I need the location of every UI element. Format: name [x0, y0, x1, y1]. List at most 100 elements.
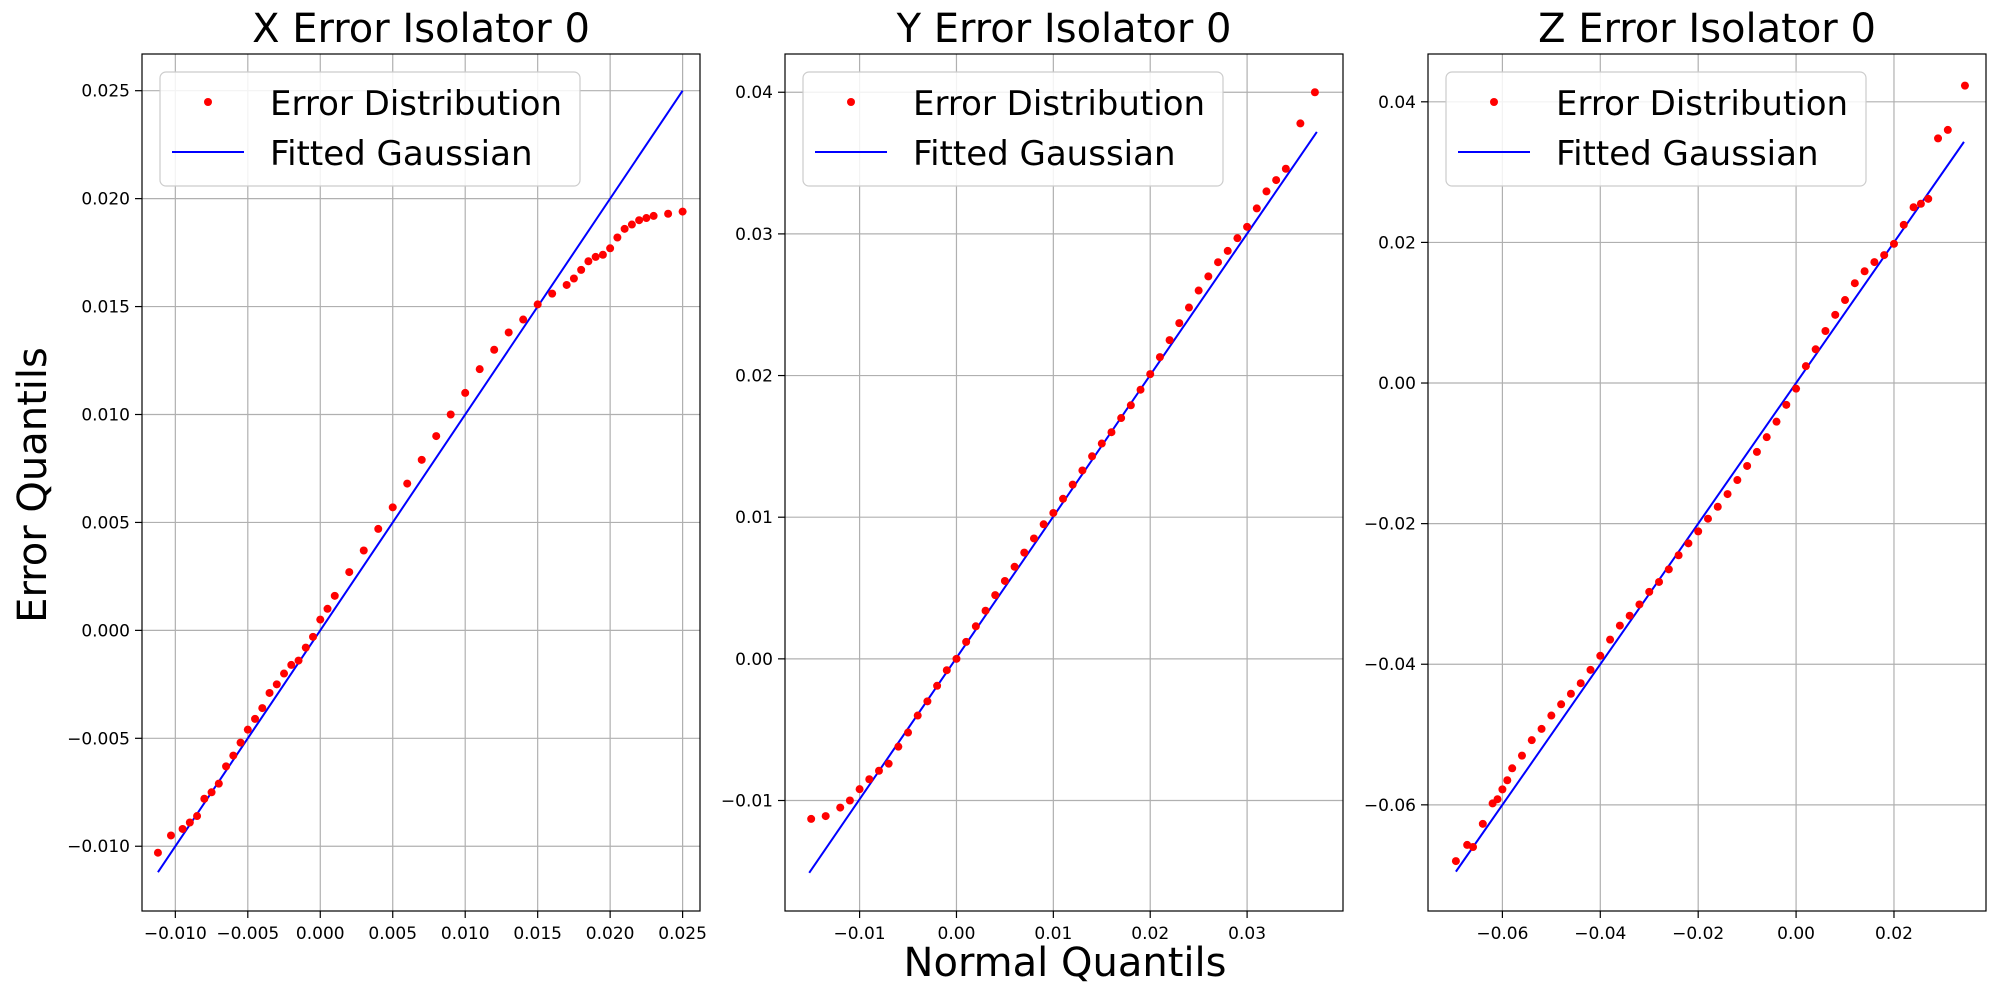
x-x-tick-label: 0.025 — [658, 924, 707, 944]
y-error-point — [1194, 286, 1203, 295]
z-error-point — [1586, 665, 1595, 674]
x-error-point — [287, 660, 296, 669]
x-legend-point-marker — [204, 98, 212, 106]
z-legend-box — [1445, 71, 1867, 187]
z-error-point — [1870, 258, 1879, 267]
x-y-tick-label: 0.010 — [81, 406, 130, 426]
y-error-point — [1281, 164, 1290, 173]
x-error-point — [598, 250, 607, 259]
x-error-point — [649, 211, 658, 220]
y-y-tick-label: 0.00 — [735, 650, 773, 670]
z-error-point — [1713, 502, 1722, 511]
z-y-tick-label: 0.00 — [1378, 374, 1416, 394]
z-legend: Error Distribution Fitted Gaussian — [1445, 71, 1867, 187]
x-error-point — [620, 224, 629, 233]
x-error-point — [185, 818, 194, 827]
figure-xlabel: Normal Quantils — [904, 940, 1227, 986]
x-legend-error-distribution: Error Distribution — [270, 84, 562, 124]
y-error-point — [1039, 520, 1048, 529]
z-fitted-gaussian-line — [1455, 141, 1965, 873]
x-y-tick-label: 0.005 — [81, 513, 130, 533]
y-error-point — [962, 637, 971, 646]
x-error-point — [635, 216, 644, 225]
z-error-point — [1831, 310, 1840, 319]
z-error-point — [1821, 326, 1830, 335]
z-error-point — [1934, 134, 1943, 143]
z-y-tick-label: 0.04 — [1378, 93, 1416, 113]
z-legend-fitted-gaussian: Fitted Gaussian — [1556, 134, 1819, 174]
z-error-point — [1625, 611, 1634, 620]
x-error-point — [200, 794, 209, 803]
x-error-point — [613, 233, 622, 242]
y-error-point — [1029, 534, 1038, 543]
z-error-point — [1733, 476, 1742, 485]
x-error-point — [461, 388, 470, 397]
x-error-point — [166, 831, 175, 840]
y-error-point — [1126, 401, 1135, 410]
z-x-tick-label: −0.04 — [1574, 924, 1626, 944]
x-error-point — [374, 524, 383, 533]
z-x-tick-label: −0.06 — [1476, 924, 1528, 944]
z-x-tick-label: 0.00 — [1777, 924, 1815, 944]
z-error-point — [1615, 621, 1624, 630]
x-x-tick-label: −0.010 — [144, 924, 207, 944]
y-error-point — [1252, 204, 1261, 213]
y-x-tick-label: 0.03 — [1228, 924, 1266, 944]
y-error-point — [836, 803, 845, 812]
z-axes-frame — [1427, 53, 1987, 912]
x-error-point — [272, 680, 281, 689]
x-error-point — [490, 345, 499, 354]
x-error-point — [323, 604, 332, 613]
x-error-point — [627, 220, 636, 229]
z-error-point — [1664, 565, 1673, 574]
y-axes-frame — [784, 53, 1344, 912]
z-error-point — [1508, 764, 1517, 773]
z-error-point — [1606, 635, 1615, 644]
x-y-tick-label: 0.015 — [81, 298, 130, 318]
y-legend-box — [802, 71, 1224, 187]
z-error-point — [1782, 400, 1791, 409]
z-error-point — [1703, 514, 1712, 523]
x-error-point — [432, 432, 441, 441]
y-x-tick-label: 0.00 — [938, 924, 976, 944]
y-error-point — [865, 775, 874, 784]
z-legend-error-distribution: Error Distribution — [1556, 84, 1848, 124]
y-error-point — [1233, 234, 1242, 243]
y-legend: Error Distribution Fitted Gaussian — [802, 71, 1224, 187]
x-error-point — [214, 779, 223, 788]
y-error-point — [913, 711, 922, 720]
z-error-point — [1924, 194, 1933, 203]
y-error-point — [981, 606, 990, 615]
x-error-point — [316, 615, 325, 624]
y-error-point — [1097, 439, 1106, 448]
z-y-tick-label: −0.02 — [1364, 515, 1416, 535]
z-error-point — [1909, 203, 1918, 212]
x-error-point — [280, 669, 289, 678]
z-error-point — [1752, 447, 1761, 456]
x-error-point — [236, 738, 245, 747]
y-error-point — [1136, 385, 1145, 394]
x-error-point — [606, 244, 615, 253]
x-error-point — [330, 591, 339, 600]
x-x-tick-label: 0.005 — [368, 924, 417, 944]
y-error-point — [1117, 414, 1126, 423]
z-error-point — [1880, 251, 1889, 260]
y-error-point — [1078, 466, 1087, 475]
z-error-point — [1469, 843, 1478, 852]
x-error-point — [222, 762, 231, 771]
y-legend-point-marker — [847, 98, 855, 106]
y-error-point — [991, 591, 1000, 600]
x-error-point — [359, 546, 368, 555]
z-error-point — [1960, 81, 1969, 90]
y-error-point — [1243, 222, 1252, 231]
z-error-point — [1811, 345, 1820, 354]
y-error-point — [1184, 303, 1193, 312]
x-error-point — [301, 643, 310, 652]
y-y-tick-label: 0.02 — [735, 367, 773, 387]
x-error-point — [258, 704, 267, 713]
x-y-tick-label: −0.010 — [67, 837, 130, 857]
y-error-point — [1020, 548, 1029, 557]
x-error-point — [591, 252, 600, 261]
x-error-point — [153, 848, 162, 857]
z-error-point — [1943, 125, 1952, 134]
